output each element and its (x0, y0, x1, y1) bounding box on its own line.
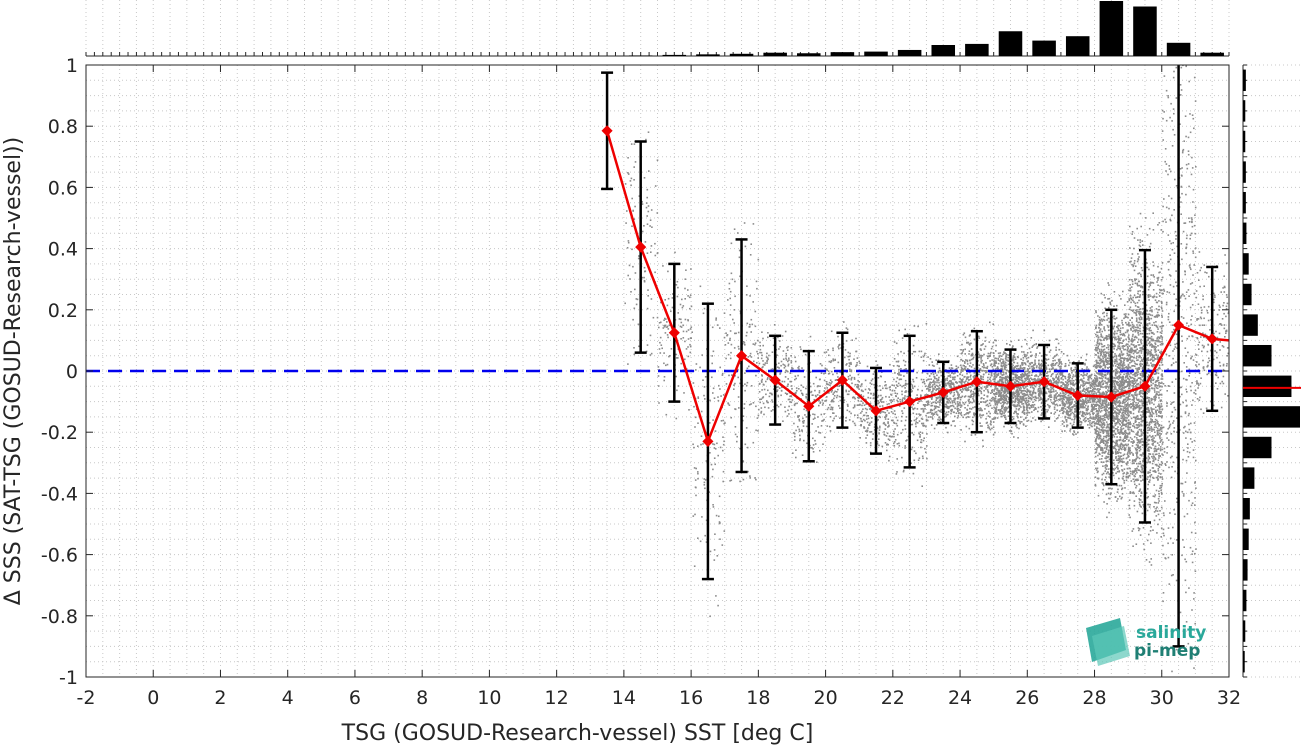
mean-point (1206, 333, 1218, 345)
x-tick-label: 24 (948, 687, 972, 709)
mean-point (1139, 380, 1151, 392)
mean-point (1004, 380, 1017, 392)
right-hist-bar (1243, 467, 1255, 489)
right-hist-bar (1243, 222, 1247, 245)
top-hist-bar (897, 49, 922, 56)
y-tick-label: -0.2 (41, 422, 78, 444)
x-tick-label: 8 (416, 687, 428, 709)
mean-point (870, 405, 882, 417)
x-tick-label: 4 (282, 687, 294, 709)
right-hist-bar (1243, 191, 1246, 214)
top-hist-bar (1200, 52, 1224, 56)
y-tick-label: -0.6 (41, 545, 78, 567)
mean-point (937, 386, 949, 398)
x-tick-label: 10 (477, 687, 501, 709)
right-hist-bar (1243, 620, 1246, 642)
top-hist-bar (763, 52, 787, 56)
logo-text-line1: salinity (1136, 623, 1206, 643)
top-hist-bar (864, 51, 888, 56)
mean-point (1072, 389, 1084, 402)
mean-point (1038, 376, 1050, 388)
right-hist-bar (1243, 130, 1246, 153)
right-hist-bar (1243, 314, 1258, 336)
top-hist-bar (965, 43, 989, 56)
right-hist-bar (1243, 100, 1246, 122)
x-tick-label: 0 (147, 687, 159, 709)
mean-point (1173, 319, 1185, 331)
top-hist-bar (830, 52, 855, 56)
right-hist-bar (1243, 559, 1248, 581)
top-hist-bar (662, 54, 687, 56)
y-tick-label: 0.4 (48, 239, 78, 261)
x-tick-label: -2 (77, 687, 96, 709)
mean-point (836, 374, 848, 386)
mean-point (601, 125, 613, 137)
mean-point (668, 327, 680, 339)
x-axis-label: TSG (GOSUD-Research-vessel) SST [deg C] (341, 721, 814, 746)
top-hist-bar (1166, 42, 1191, 56)
x-tick-label: 32 (1217, 687, 1241, 709)
y-tick-label: 0.2 (48, 300, 78, 322)
x-tick-label: 18 (746, 687, 770, 709)
right-hist-bar (1243, 406, 1300, 428)
top-hist-bar (797, 53, 821, 56)
top-hist-bar (729, 53, 754, 56)
y-tick-label: -0.8 (41, 606, 78, 628)
y-tick-label: -0.4 (41, 483, 78, 505)
mean-point (1105, 391, 1117, 403)
y-tick-label: 0.6 (48, 177, 78, 199)
y-tick-label: -1 (59, 667, 78, 689)
right-hist-bar (1243, 161, 1246, 183)
x-tick-label: 2 (214, 687, 226, 709)
top-hist-bar (998, 31, 1023, 56)
x-tick-label: 16 (679, 687, 703, 709)
top-histogram (85, 0, 1230, 57)
mean-point (971, 376, 983, 388)
x-tick-label: 22 (881, 687, 905, 709)
right-histogram (1242, 64, 1301, 678)
mean-point (735, 350, 748, 362)
right-hist-bar (1243, 589, 1247, 612)
y-tick-label: 0.8 (48, 116, 78, 138)
top-hist-bar (931, 45, 956, 56)
mean-point (904, 396, 916, 408)
y-tick-label: 0 (66, 361, 78, 383)
top-hist-bar (628, 55, 653, 56)
x-tick-label: 20 (813, 687, 837, 709)
y-tick-label: 1 (66, 55, 78, 77)
x-tick-label: 14 (612, 687, 636, 709)
right-hist-bar (1243, 528, 1249, 551)
right-hist-bar (1243, 344, 1272, 367)
right-hist-bar (1243, 253, 1249, 275)
logo-mark (1092, 626, 1130, 666)
right-hist-bar (1243, 436, 1272, 459)
mean-point (803, 400, 815, 412)
mean-point (635, 241, 647, 253)
mean-point (769, 374, 781, 386)
top-hist-bar (1099, 1, 1124, 56)
mean-point (702, 435, 714, 447)
right-hist-bar (1243, 375, 1292, 398)
top-hist-bar (1065, 36, 1090, 56)
right-hist-bar (1243, 69, 1246, 92)
x-tick-label: 6 (349, 687, 361, 709)
x-tick-label: 28 (1082, 687, 1106, 709)
y-axis-label: Δ SSS (SAT-TSG (GOSUD-Research-vessel)) (1, 137, 26, 605)
x-tick-label: 12 (545, 687, 569, 709)
mean-line (605, 130, 1229, 446)
x-tick-label: 26 (1015, 687, 1039, 709)
x-tick-label: 30 (1150, 687, 1174, 709)
right-hist-bar (1243, 497, 1250, 520)
top-hist-bar (1133, 6, 1157, 56)
logo-text-line2: pi-mep (1134, 641, 1200, 661)
right-hist-bar (1243, 283, 1252, 306)
top-hist-bar (696, 54, 720, 56)
top-hist-bar (1032, 40, 1056, 56)
right-hist-bar (1243, 650, 1245, 673)
